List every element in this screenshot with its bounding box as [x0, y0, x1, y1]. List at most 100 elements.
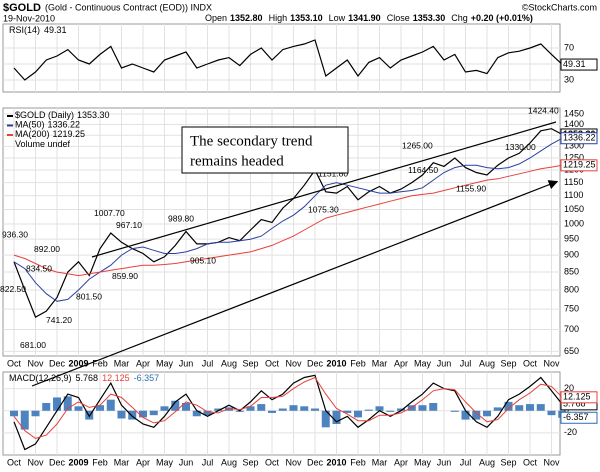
note-line: The secondary trend	[190, 133, 313, 149]
price-annotation: 741.20	[46, 315, 72, 325]
title: $GOLD	[3, 2, 41, 14]
x-tick-label: Jul	[202, 358, 214, 368]
histogram-bar	[74, 406, 83, 411]
x-tick-label: Nov	[27, 457, 44, 467]
legend-entry: MA(200) 1219.25	[15, 129, 85, 139]
y-tick-label: 800	[564, 284, 579, 294]
histogram-bar	[472, 410, 481, 420]
x-tick-label: Oct	[7, 358, 22, 368]
price-annotation: 822.50	[0, 284, 26, 294]
x-tick-label: Nov	[285, 358, 302, 368]
x-tick-label: 2010	[326, 457, 346, 467]
legend-value: 1336.22	[48, 120, 81, 130]
x-tick-label: Feb	[350, 358, 366, 368]
x-tick-label: Oct	[523, 457, 538, 467]
histogram-bar	[354, 410, 362, 418]
x-tick-label: Jun	[437, 358, 452, 368]
y-tick-label: 900	[564, 250, 579, 260]
legend-value: 5.768	[76, 373, 99, 383]
legend-title: MACD(12,26,9)	[9, 373, 72, 383]
histogram-bar	[321, 410, 330, 428]
y-tick-label: 1100	[564, 190, 583, 200]
x-tick-label: Nov	[27, 358, 44, 368]
x-tick-label: Dec	[49, 457, 66, 467]
x-tick-label: Jun	[179, 457, 194, 467]
histogram-bar	[526, 404, 534, 411]
quote: Open 1352.80 High 1353.10 Low 1341.90 Close 135…	[205, 13, 533, 23]
histogram-bar	[375, 406, 384, 411]
histogram-bar	[450, 410, 459, 412]
quote-name: Chg	[451, 13, 468, 23]
x-tick-label: May	[414, 457, 432, 467]
histogram-bar	[386, 410, 395, 412]
x-tick-label: Aug	[221, 457, 237, 467]
histogram-bar	[128, 410, 137, 420]
quote-name: High	[269, 13, 288, 23]
last-value-box	[560, 58, 598, 71]
last-value-box	[560, 132, 598, 145]
x-tick-label: Apr	[394, 457, 408, 467]
series-line	[13, 376, 563, 439]
x-tick-label: Mar	[114, 457, 130, 467]
x-tick-label: Mar	[372, 358, 388, 368]
histogram-bar	[10, 410, 18, 417]
last-value-box	[560, 411, 598, 424]
note-box	[181, 126, 349, 174]
histogram-bar	[364, 409, 373, 411]
histogram-bar	[418, 405, 427, 411]
series-line	[13, 164, 563, 277]
histogram-bar	[289, 405, 298, 411]
date: 19-Nov-2010	[3, 13, 55, 23]
legend-entry: Volume undef	[15, 139, 71, 149]
histogram-bar	[536, 404, 545, 411]
price-annotation: 1265.00	[402, 141, 433, 151]
histogram-bar	[397, 408, 405, 411]
price-annotation: 892.00	[34, 244, 60, 254]
x-tick-label: Dec	[49, 358, 66, 368]
x-tick-label: 2010	[326, 358, 346, 368]
last-value-label: 12.125	[563, 392, 591, 402]
last-value-label: 5.768	[563, 399, 586, 409]
quote-name: Open	[205, 13, 227, 23]
upper-trend-line	[91, 121, 557, 258]
histogram-bar	[20, 410, 29, 430]
quote-value: +0.20 (+0.01%)	[471, 13, 533, 23]
histogram-bar	[171, 400, 180, 411]
series-line	[13, 39, 563, 81]
y-tick-label: 750	[564, 303, 579, 313]
y-tick-label: 1000	[564, 218, 584, 228]
x-tick-label: Jul	[460, 457, 472, 467]
x-tick-label: Apr	[136, 457, 150, 467]
series-line	[13, 128, 563, 318]
price-annotation: 1164.50	[408, 165, 438, 175]
histogram-bar	[42, 402, 51, 411]
histogram-bar	[257, 404, 266, 411]
y-tick-label: 1400	[564, 119, 584, 129]
histogram-bar	[300, 406, 309, 411]
x-tick-label: Nov	[285, 457, 302, 467]
x-tick-label: May	[156, 358, 174, 368]
lower-trend-line	[31, 180, 559, 387]
price-annotation: 859.90	[112, 271, 138, 281]
histogram-bar	[343, 410, 352, 413]
legend-entry: MA(50) 1336.22	[15, 120, 80, 130]
x-tick-label: Mar	[372, 457, 388, 467]
price-annotation: 905.10	[190, 256, 216, 266]
legend-entry: $GOLD (Daily) 1353.30	[15, 110, 110, 120]
price-annotation: 1330.00	[505, 142, 536, 152]
x-tick-label: May	[156, 457, 174, 467]
histogram-bar	[504, 401, 513, 411]
legend-value: -6.357	[134, 373, 160, 383]
legend-value: 1219.25	[53, 129, 86, 139]
price-annotation: 801.50	[76, 292, 102, 302]
quote-value: 1353.30	[413, 13, 446, 23]
histogram-bar	[53, 397, 61, 411]
last-value-label: 1336.22	[563, 133, 596, 143]
quote-value: 1341.90	[348, 13, 381, 23]
last-value-label: -6.357	[563, 412, 589, 422]
y-tick-label: 950	[564, 234, 579, 244]
x-tick-label: Sep	[242, 358, 258, 368]
histogram-bar	[278, 408, 287, 411]
panel-legend: RSI(14) 49.31	[9, 25, 67, 35]
